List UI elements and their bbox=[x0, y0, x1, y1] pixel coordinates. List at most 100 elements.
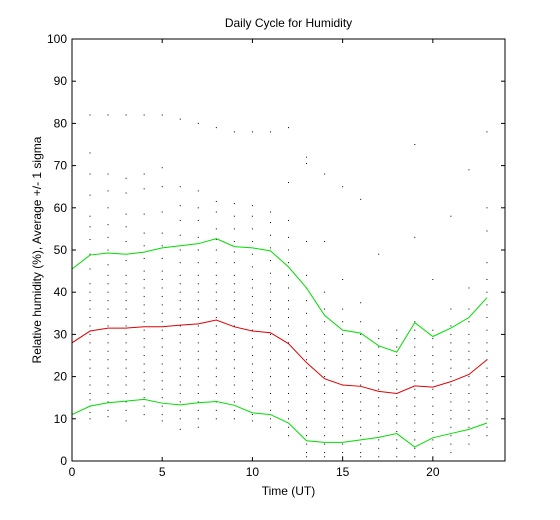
scatter-point bbox=[143, 414, 145, 416]
scatter-point bbox=[125, 300, 127, 302]
scatter-point bbox=[161, 355, 163, 356]
scatter-point bbox=[360, 435, 362, 437]
scatter-point bbox=[89, 384, 91, 386]
scatter-point bbox=[378, 346, 380, 348]
scatter-point bbox=[342, 452, 344, 454]
scatter-point bbox=[215, 359, 217, 361]
scatter-point bbox=[251, 397, 253, 399]
scatter-point bbox=[450, 401, 452, 403]
scatter-point bbox=[251, 279, 253, 281]
scatter-point bbox=[342, 443, 344, 445]
scatter-point bbox=[324, 291, 326, 293]
scatter-point bbox=[486, 304, 488, 306]
scatter-point bbox=[378, 388, 380, 390]
scatter-point bbox=[161, 245, 163, 247]
scatter-point bbox=[324, 376, 326, 378]
scatter-point bbox=[233, 418, 235, 420]
scatter-point bbox=[269, 359, 271, 361]
scatter-point bbox=[396, 422, 398, 424]
scatter-point bbox=[107, 317, 109, 319]
scatter-point bbox=[161, 405, 163, 407]
scatter-point bbox=[269, 308, 271, 310]
scatter-point bbox=[486, 401, 488, 403]
scatter-point bbox=[414, 321, 416, 323]
scatter-point bbox=[269, 234, 271, 236]
scatter-point bbox=[107, 384, 109, 386]
scatter-point bbox=[432, 380, 434, 382]
scatter-point bbox=[107, 409, 109, 411]
scatter-point bbox=[486, 418, 488, 420]
scatter-point bbox=[89, 253, 91, 255]
scatter-point bbox=[342, 321, 344, 323]
scatter-point bbox=[197, 274, 199, 276]
series-line-3 bbox=[71, 398, 488, 448]
scatter-point bbox=[378, 439, 380, 441]
scatter-point bbox=[306, 426, 308, 428]
scatter-point bbox=[179, 428, 181, 430]
scatter-point bbox=[360, 302, 362, 304]
scatter-point bbox=[197, 376, 199, 378]
scatter-point bbox=[414, 346, 416, 348]
scatter-point bbox=[396, 338, 398, 340]
scatter-point bbox=[288, 401, 289, 403]
scatter-point bbox=[143, 397, 145, 399]
scatter-point bbox=[378, 456, 380, 458]
scatter-point bbox=[306, 350, 308, 352]
scatter-point bbox=[215, 367, 217, 369]
scatter-point bbox=[89, 173, 91, 175]
scatter-point bbox=[288, 262, 289, 264]
scatter-point bbox=[396, 397, 398, 399]
scatter-point bbox=[233, 251, 235, 253]
scatter-point bbox=[450, 418, 452, 420]
scatter-point bbox=[125, 317, 127, 319]
scatter-point bbox=[107, 300, 109, 302]
scatter-point bbox=[215, 262, 217, 264]
scatter-point bbox=[251, 312, 253, 314]
scatter-point bbox=[288, 181, 289, 183]
y-tick-label: 80 bbox=[54, 116, 68, 130]
scatter-point bbox=[342, 426, 344, 428]
scatter-point bbox=[450, 409, 452, 411]
scatter-point bbox=[125, 342, 127, 344]
scatter-point bbox=[251, 228, 253, 230]
scatter-point bbox=[342, 409, 344, 411]
scatter-point bbox=[486, 207, 488, 209]
scatter-point bbox=[161, 321, 163, 323]
scatter-point bbox=[306, 300, 308, 302]
scatter-point bbox=[324, 367, 326, 369]
scatter-point bbox=[161, 295, 163, 297]
scatter-point bbox=[288, 325, 289, 327]
scatter-point bbox=[468, 401, 470, 403]
scatter-point bbox=[432, 388, 434, 390]
scatter-point bbox=[306, 325, 308, 327]
scatter-point bbox=[107, 283, 109, 285]
scatter-point bbox=[432, 405, 434, 407]
scatter-point bbox=[414, 456, 416, 458]
scatter-point bbox=[197, 283, 199, 285]
scatter-point bbox=[432, 430, 434, 432]
scatter-point bbox=[360, 359, 362, 361]
scatter-point bbox=[179, 317, 181, 319]
x-tick-label: 15 bbox=[336, 465, 350, 479]
scatter-point bbox=[269, 333, 271, 335]
scatter-point bbox=[288, 384, 289, 386]
scatter-point bbox=[414, 422, 416, 424]
chart-title: Daily Cycle for Humidity bbox=[225, 16, 352, 30]
scatter-point bbox=[125, 392, 127, 394]
scatter-point bbox=[107, 190, 109, 192]
scatter-point bbox=[378, 355, 380, 356]
scatter-point bbox=[179, 325, 181, 327]
scatter-point bbox=[486, 329, 488, 331]
scatter-point bbox=[107, 249, 109, 251]
scatter-point bbox=[125, 241, 127, 243]
y-tick-label: 10 bbox=[54, 412, 68, 426]
scatter-point bbox=[288, 426, 289, 428]
scatter-point bbox=[414, 439, 416, 441]
scatter-point bbox=[360, 333, 362, 335]
scatter-point bbox=[378, 422, 380, 424]
scatter-point bbox=[197, 384, 199, 386]
scatter-point bbox=[468, 409, 470, 411]
scatter-point bbox=[143, 346, 145, 348]
scatter-point bbox=[360, 392, 362, 394]
scatter-point bbox=[179, 219, 181, 221]
